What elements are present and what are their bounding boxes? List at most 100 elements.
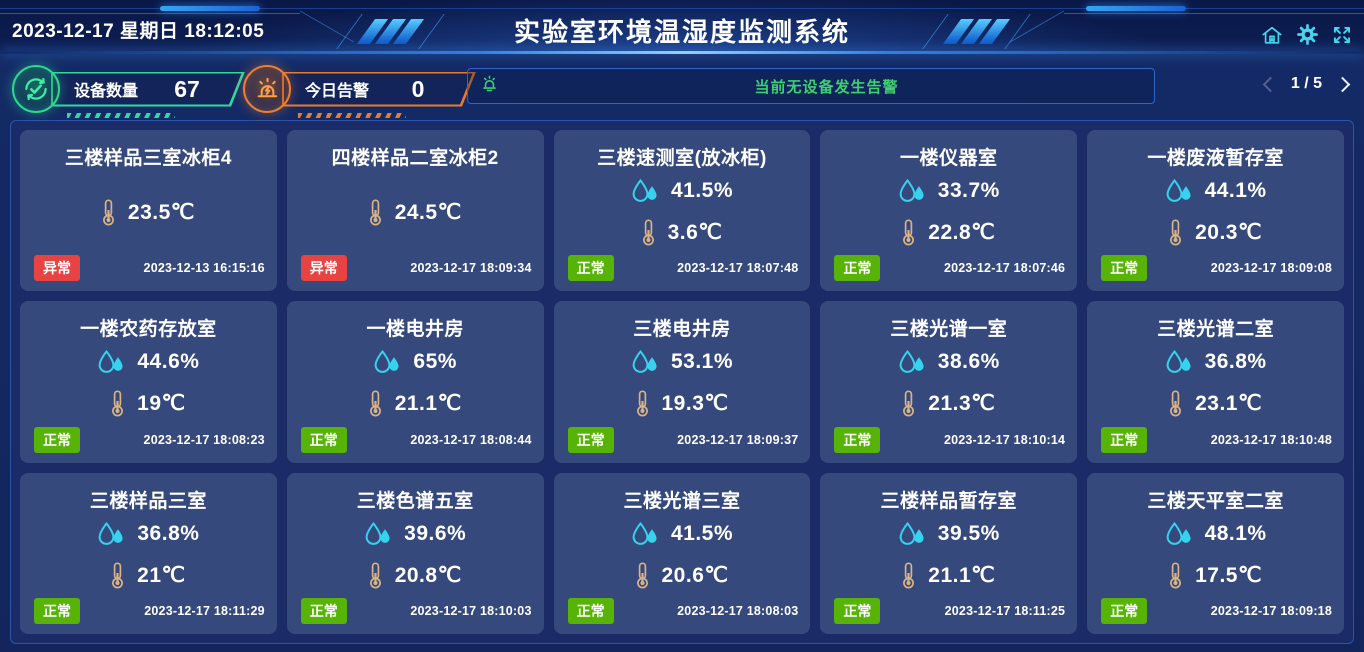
device-card[interactable]: 一楼电井房 65% — [286, 301, 544, 463]
temperature-row: 20.6℃ — [636, 562, 729, 589]
humidity-icon — [364, 521, 391, 546]
temperature-value: 24.5℃ — [394, 201, 462, 225]
fullscreen-icon[interactable] — [1332, 25, 1352, 50]
device-card[interactable]: 三楼样品三室冰柜4 — [20, 130, 277, 292]
humidity-icon — [631, 521, 658, 546]
humidity-icon — [373, 350, 400, 374]
timestamp: 2023-12-17 18:09:18 — [1210, 603, 1332, 618]
temperature-value: 19℃ — [137, 392, 186, 416]
card-metrics: 23.5℃ — [20, 170, 277, 255]
temperature-value: 20.3℃ — [1195, 221, 1263, 245]
temperature-value: 20.6℃ — [661, 563, 729, 587]
thermometer-icon — [636, 562, 649, 589]
status-badge: 正常 — [567, 597, 614, 624]
next-page-chevron-icon[interactable] — [1334, 76, 1351, 92]
card-metrics: 41.5% 3.6℃ — [554, 170, 811, 255]
humidity-row: 48.1% — [1165, 521, 1267, 546]
temperature-row: 19.3℃ — [636, 390, 729, 417]
thermometer-icon — [1169, 390, 1182, 417]
humidity-icon — [898, 521, 925, 546]
device-card[interactable]: 三楼样品三室 36.8% — [20, 472, 277, 634]
device-check-icon — [12, 65, 60, 113]
top-accent-segment — [1086, 6, 1186, 11]
card-metrics: 33.7% 22.8℃ — [820, 170, 1077, 255]
thermometer-icon — [902, 390, 915, 417]
humidity-icon — [97, 521, 124, 546]
alarm-stripes-decoration — [298, 113, 406, 118]
humidity-value: 36.8% — [1204, 350, 1267, 374]
card-metrics: 24.5℃ — [287, 170, 544, 255]
room-name: 一楼电井房 — [366, 319, 464, 341]
card-metrics: 44.6% 19℃ — [20, 341, 277, 426]
humidity-row: 33.7% — [898, 179, 1000, 203]
device-card[interactable]: 三楼速测室(放冰柜) 41.5% — [553, 130, 811, 292]
humidity-row: 65% — [373, 350, 457, 374]
device-card[interactable]: 三楼光谱二室 36.8% — [1087, 301, 1344, 463]
card-grid: 三楼样品三室冰柜4 — [20, 130, 1344, 634]
device-card[interactable]: 三楼电井房 53.1% — [553, 301, 811, 463]
card-footer: 正常 2023-12-17 18:11:25 — [820, 597, 1077, 634]
humidity-value: 53.1% — [670, 350, 734, 374]
device-card[interactable]: 三楼色谱五室 39.6% — [286, 472, 544, 634]
card-metrics: 38.6% 21.3℃ — [820, 341, 1077, 426]
humidity-value: 33.7% — [937, 179, 1000, 203]
device-card[interactable]: 一楼农药存放室 44.6% — [20, 301, 277, 463]
device-card[interactable]: 四楼样品二室冰柜2 — [286, 130, 544, 292]
stats-row: 设备数量 67 今日告警 0 — [0, 57, 1364, 119]
temperature-value: 21.1℃ — [928, 563, 996, 587]
today-alarm-widget: 今日告警 0 — [243, 65, 476, 118]
thermometer-icon — [642, 219, 655, 246]
status-badge: 正常 — [834, 597, 881, 624]
prev-page-chevron-icon[interactable] — [1262, 76, 1279, 92]
device-card[interactable]: 一楼废液暂存室 44.1% — [1087, 130, 1344, 292]
gear-icon[interactable] — [1296, 23, 1319, 51]
temperature-value: 23.1℃ — [1195, 392, 1263, 416]
thermometer-icon — [111, 562, 124, 589]
timestamp: 2023-12-17 18:10:03 — [410, 603, 532, 618]
humidity-value: 36.8% — [137, 521, 200, 545]
temperature-row: 21.3℃ — [902, 390, 995, 417]
timestamp: 2023-12-17 18:07:46 — [943, 261, 1066, 276]
alert-banner: 当前无设备发生告警 — [467, 68, 1155, 104]
card-metrics: 39.5% 21.1℃ — [820, 513, 1077, 598]
room-name: 三楼样品三室 — [89, 490, 207, 512]
home-icon[interactable] — [1261, 24, 1283, 51]
room-name: 三楼电井房 — [633, 319, 731, 341]
room-name: 三楼天平室二室 — [1147, 490, 1284, 512]
device-count-box: 设备数量 67 — [51, 72, 245, 107]
status-badge: 正常 — [834, 255, 881, 282]
device-card[interactable]: 三楼光谱一室 38.6% — [820, 301, 1078, 463]
device-card[interactable]: 三楼天平室二室 48.1% — [1087, 472, 1344, 634]
status-badge: 正常 — [1101, 426, 1148, 453]
temperature-row: 23.1℃ — [1169, 390, 1262, 417]
humidity-row: 39.5% — [898, 521, 1000, 546]
humidity-row: 53.1% — [631, 350, 733, 374]
humidity-value: 44.1% — [1204, 179, 1267, 203]
timestamp: 2023-12-17 18:11:25 — [944, 603, 1066, 618]
thermometer-icon — [902, 219, 915, 246]
humidity-icon — [898, 350, 925, 374]
room-name: 一楼农药存放室 — [80, 319, 217, 341]
device-count-widget: 设备数量 67 — [12, 65, 245, 118]
temperature-row: 20.8℃ — [369, 562, 462, 589]
humidity-icon — [1165, 179, 1192, 203]
humidity-row: 44.1% — [1165, 179, 1267, 203]
header-deco-line — [0, 13, 300, 14]
humidity-value: 65% — [413, 350, 457, 374]
device-count-value: 67 — [174, 75, 200, 102]
temperature-value: 20.8℃ — [394, 563, 462, 587]
card-footer: 正常 2023-12-17 18:07:46 — [820, 255, 1077, 291]
monitor-panel: 三楼样品三室冰柜4 — [10, 120, 1354, 644]
device-card[interactable]: 三楼光谱三室 41.5% — [553, 472, 811, 634]
room-name: 三楼色谱五室 — [356, 490, 474, 512]
humidity-value: 39.6% — [404, 521, 467, 545]
status-badge: 正常 — [567, 255, 614, 282]
humidity-row: 36.8% — [97, 521, 200, 546]
humidity-value: 41.5% — [670, 179, 734, 203]
temperature-row: 21.1℃ — [902, 562, 995, 589]
timestamp: 2023-12-17 18:09:08 — [1210, 261, 1332, 276]
humidity-row: 44.6% — [97, 350, 199, 374]
device-card[interactable]: 一楼仪器室 33.7% — [820, 130, 1078, 292]
temperature-value: 23.5℃ — [127, 201, 195, 225]
device-card[interactable]: 三楼样品暂存室 39.5% — [820, 472, 1078, 634]
